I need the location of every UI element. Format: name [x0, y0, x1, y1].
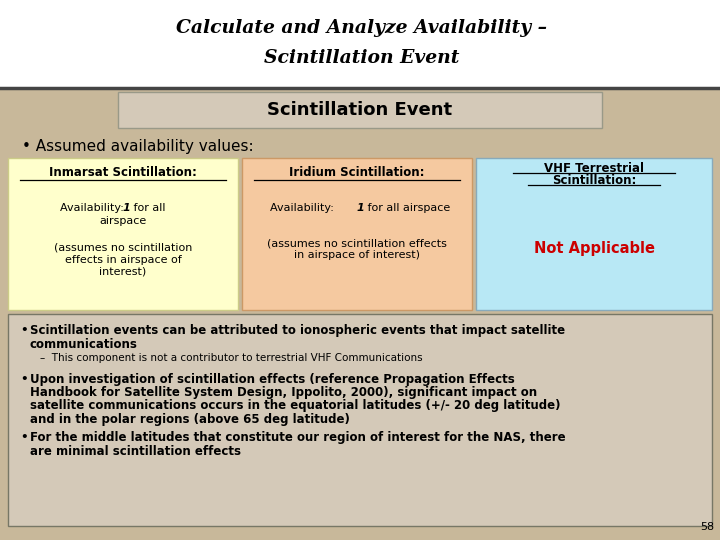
- FancyBboxPatch shape: [476, 158, 712, 310]
- Text: Upon investigation of scintillation effects (reference Propagation Effects: Upon investigation of scintillation effe…: [30, 373, 515, 386]
- Text: 58: 58: [700, 522, 714, 532]
- Text: 1: 1: [123, 203, 131, 213]
- Text: Availability:: Availability:: [270, 203, 338, 213]
- Text: Availability:: Availability:: [60, 203, 127, 213]
- Text: are minimal scintillation effects: are minimal scintillation effects: [30, 445, 241, 458]
- Text: • Assumed availability values:: • Assumed availability values:: [22, 139, 253, 154]
- Text: •: •: [20, 431, 27, 444]
- Text: Scintillation events can be attributed to ionospheric events that impact satelli: Scintillation events can be attributed t…: [30, 324, 565, 337]
- FancyBboxPatch shape: [8, 158, 238, 310]
- Text: Scintillation:: Scintillation:: [552, 173, 636, 186]
- Text: satellite communications occurs in the equatorial latitudes (+/- 20 deg latitude: satellite communications occurs in the e…: [30, 400, 560, 413]
- Text: Handbook for Satellite System Design, Ippolito, 2000), significant impact on: Handbook for Satellite System Design, Ip…: [30, 386, 537, 399]
- Text: •: •: [20, 373, 27, 386]
- Text: Iridium Scintillation:: Iridium Scintillation:: [289, 165, 425, 179]
- Text: –  This component is not a contributor to terrestrial VHF Communications: – This component is not a contributor to…: [40, 353, 423, 363]
- Text: airspace: airspace: [99, 216, 147, 226]
- Text: communications: communications: [30, 338, 138, 350]
- Text: 1: 1: [357, 203, 365, 213]
- Text: Inmarsat Scintillation:: Inmarsat Scintillation:: [49, 165, 197, 179]
- FancyBboxPatch shape: [118, 92, 602, 128]
- Text: for all airspace: for all airspace: [364, 203, 450, 213]
- Text: (assumes no scintillation effects
in airspace of interest): (assumes no scintillation effects in air…: [267, 238, 447, 260]
- Text: Calculate and Analyze Availability –: Calculate and Analyze Availability –: [176, 19, 547, 37]
- FancyBboxPatch shape: [0, 0, 720, 88]
- Text: and in the polar regions (above 65 deg latitude): and in the polar regions (above 65 deg l…: [30, 413, 350, 426]
- Text: Not Applicable: Not Applicable: [534, 240, 654, 255]
- Text: Scintillation Event: Scintillation Event: [267, 101, 453, 119]
- FancyBboxPatch shape: [242, 158, 472, 310]
- Text: For the middle latitudes that constitute our region of interest for the NAS, the: For the middle latitudes that constitute…: [30, 431, 566, 444]
- Text: Scintillation Event: Scintillation Event: [264, 49, 459, 67]
- Text: VHF Terrestrial: VHF Terrestrial: [544, 161, 644, 174]
- FancyBboxPatch shape: [8, 314, 712, 526]
- Text: (assumes no scintillation
effects in airspace of
interest): (assumes no scintillation effects in air…: [54, 243, 192, 276]
- Text: •: •: [20, 324, 27, 337]
- Text: for all: for all: [130, 203, 166, 213]
